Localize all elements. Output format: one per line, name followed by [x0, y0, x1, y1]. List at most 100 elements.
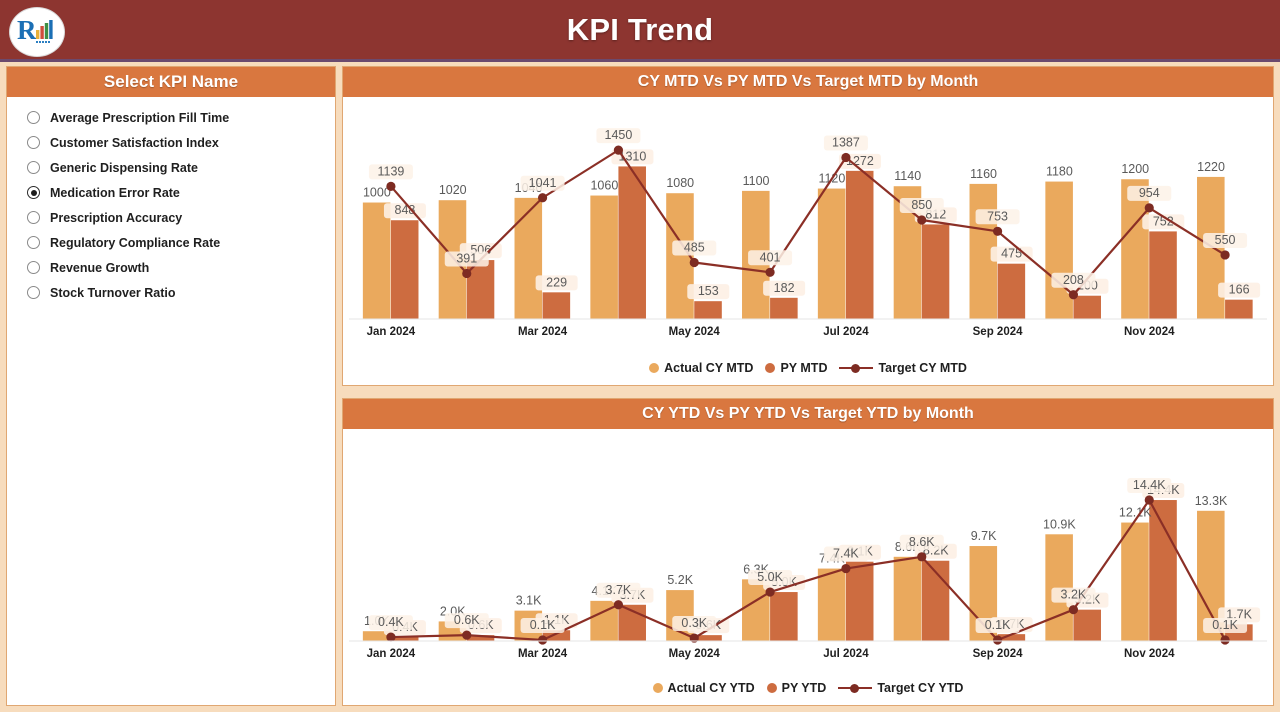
bar-py-ytd[interactable]	[390, 637, 419, 641]
target-line-marker[interactable]	[992, 635, 1003, 645]
bar-data-label: 5.2K	[667, 573, 693, 587]
line-data-label: 0.4K	[378, 615, 404, 629]
bar-py-ytd[interactable]	[997, 634, 1026, 641]
target-line-marker[interactable]	[1220, 635, 1230, 645]
target-line-marker[interactable]	[537, 635, 548, 645]
kpi-radio-item[interactable]: Revenue Growth	[27, 255, 335, 280]
legend-item[interactable]: Actual CY MTD	[649, 361, 753, 375]
radio-selected-icon[interactable]	[27, 186, 40, 199]
bar-py-mtd[interactable]	[618, 166, 646, 319]
bar-py-mtd[interactable]	[1073, 295, 1101, 319]
bar-py-ytd[interactable]	[466, 635, 495, 641]
line-data-label: 3.7K	[606, 583, 632, 597]
kpi-radio-item[interactable]: Generic Dispensing Rate	[27, 155, 335, 180]
target-line-marker[interactable]	[689, 257, 699, 268]
bar-actual-cy-mtd[interactable]	[817, 188, 846, 319]
target-line-marker[interactable]	[841, 563, 851, 574]
bar-py-ytd[interactable]	[770, 592, 798, 641]
legend-label: Target CY YTD	[877, 681, 964, 695]
legend-label: Actual CY YTD	[667, 681, 755, 695]
bar-py-ytd[interactable]	[1073, 609, 1101, 641]
bar-py-mtd[interactable]	[390, 220, 419, 319]
bar-py-mtd[interactable]	[694, 301, 722, 319]
kpi-radio-item[interactable]: Average Prescription Fill Time	[27, 105, 335, 130]
bar-actual-cy-mtd[interactable]	[1197, 176, 1225, 319]
target-line-marker[interactable]	[1068, 605, 1079, 615]
target-line-marker[interactable]	[462, 268, 472, 279]
target-line-marker[interactable]	[1068, 290, 1079, 300]
target-line-marker[interactable]	[613, 600, 624, 610]
kpi-radio-item[interactable]: Regulatory Compliance Rate	[27, 230, 335, 255]
target-line-marker[interactable]	[765, 587, 775, 597]
chart-title-ytd: CY YTD Vs PY YTD Vs Target YTD by Month	[343, 399, 1273, 429]
chart-legend-ytd: Actual CY YTD PY YTD Target CY YTD	[343, 673, 1273, 703]
bar-py-mtd[interactable]	[997, 263, 1026, 319]
line-data-label: 8.6K	[909, 535, 935, 549]
target-line-marker[interactable]	[765, 267, 775, 277]
kpi-radio-group[interactable]: Average Prescription Fill Time Customer S…	[7, 97, 335, 305]
kpi-radio-item[interactable]: Prescription Accuracy	[27, 205, 335, 230]
target-line-marker[interactable]	[1220, 250, 1230, 260]
chart-plot-mtd: 1000848102050610402291060131010801531100…	[343, 97, 1273, 353]
bar-py-ytd[interactable]	[921, 560, 950, 641]
chart-plot-ytd: 1.0K0.4K2.0K0.6K3.1K1.1K4.1K3.7K5.2K0.6K…	[343, 429, 1273, 673]
radio-unselected-icon[interactable]	[27, 261, 40, 274]
bar-actual-cy-ytd[interactable]	[817, 568, 846, 641]
kpi-radio-item[interactable]: Medication Error Rate	[27, 180, 335, 205]
bar-actual-cy-mtd[interactable]	[590, 195, 618, 319]
bar-actual-cy-mtd[interactable]	[1121, 179, 1149, 319]
bar-py-mtd[interactable]	[1149, 231, 1177, 319]
legend-item[interactable]: Target CY YTD	[838, 681, 963, 695]
bar-actual-cy-ytd[interactable]	[1121, 522, 1149, 641]
target-line-marker[interactable]	[386, 181, 396, 191]
bar-actual-cy-ytd[interactable]	[1045, 534, 1073, 641]
target-line-marker[interactable]	[689, 633, 699, 643]
svg-text:R: R	[17, 15, 37, 45]
bar-py-ytd[interactable]	[542, 630, 571, 641]
bar-py-mtd[interactable]	[770, 297, 798, 319]
bar-py-mtd[interactable]	[845, 170, 874, 319]
legend-item[interactable]: PY MTD	[765, 361, 827, 375]
bar-py-ytd[interactable]	[1149, 500, 1177, 641]
target-line-marker[interactable]	[537, 193, 548, 203]
bar-actual-cy-mtd[interactable]	[1045, 181, 1073, 319]
target-line-marker[interactable]	[917, 552, 927, 562]
target-line-marker[interactable]	[386, 632, 396, 642]
radio-unselected-icon[interactable]	[27, 136, 40, 149]
bar-data-label: 10.9K	[1043, 517, 1076, 531]
bar-actual-cy-mtd[interactable]	[362, 202, 391, 319]
bar-data-label: 1.7K	[1226, 607, 1252, 621]
target-line-marker[interactable]	[992, 226, 1003, 236]
bar-py-mtd[interactable]	[542, 292, 571, 319]
line-data-label: 208	[1063, 273, 1084, 287]
line-data-label: 14.4K	[1133, 478, 1166, 492]
target-line-marker[interactable]	[841, 152, 851, 163]
line-data-label: 550	[1215, 233, 1236, 247]
radio-unselected-icon[interactable]	[27, 111, 40, 124]
target-line-marker[interactable]	[1144, 495, 1154, 505]
bar-py-mtd[interactable]	[921, 224, 950, 319]
bar-data-label: 182	[774, 281, 795, 295]
target-line-marker[interactable]	[1144, 203, 1154, 213]
legend-item[interactable]: PY YTD	[766, 681, 826, 695]
kpi-radio-item[interactable]: Customer Satisfaction Index	[27, 130, 335, 155]
kpi-radio-item[interactable]: Stock Turnover Ratio	[27, 280, 335, 305]
radio-unselected-icon[interactable]	[27, 161, 40, 174]
bar-py-mtd[interactable]	[1225, 299, 1253, 319]
radio-unselected-icon[interactable]	[27, 211, 40, 224]
bar-py-ytd[interactable]	[845, 561, 874, 641]
bar-py-ytd[interactable]	[694, 635, 722, 641]
x-axis-tick-label: May 2024	[669, 326, 721, 338]
target-line-marker[interactable]	[613, 145, 624, 155]
bar-actual-cy-ytd[interactable]	[893, 556, 922, 641]
target-line-marker[interactable]	[917, 215, 927, 225]
legend-item[interactable]: Target CY MTD	[839, 361, 967, 375]
bar-actual-cy-mtd[interactable]	[514, 197, 543, 319]
bar-actual-cy-ytd[interactable]	[362, 631, 391, 641]
radio-unselected-icon[interactable]	[27, 286, 40, 299]
radio-unselected-icon[interactable]	[27, 236, 40, 249]
x-axis-tick-label: Sep 2024	[973, 648, 1023, 660]
target-line-marker[interactable]	[462, 630, 472, 640]
legend-item[interactable]: Actual CY YTD	[652, 681, 755, 695]
